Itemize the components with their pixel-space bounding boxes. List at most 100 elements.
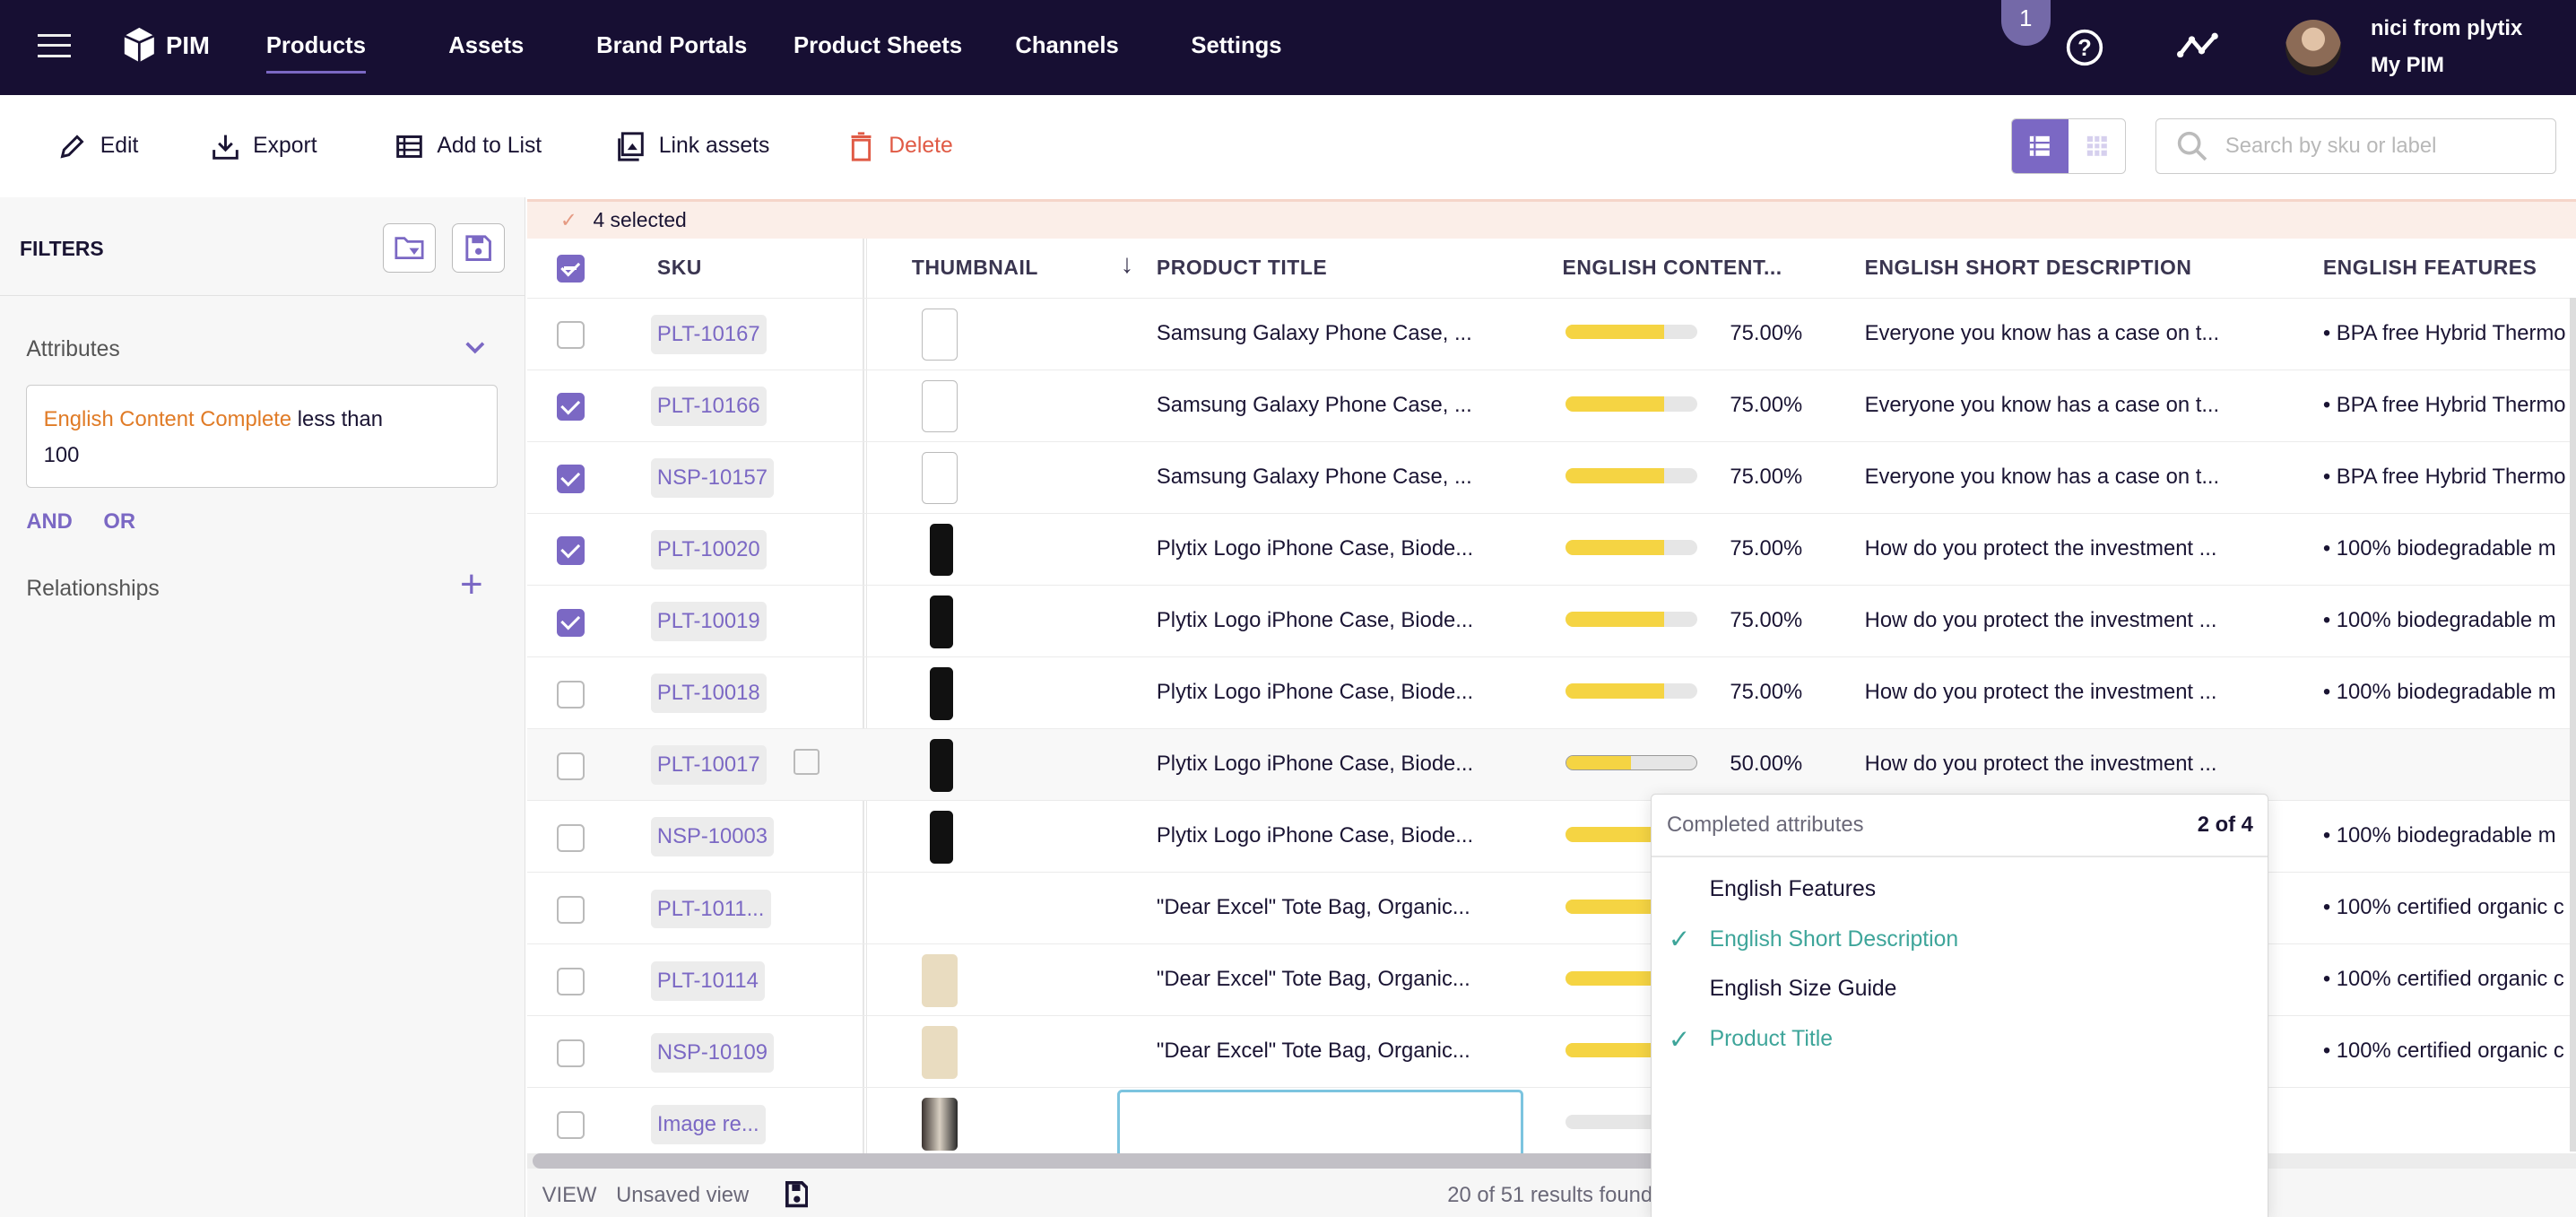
short-description[interactable]: How do you protect the investment ... (1864, 679, 2217, 704)
nav-settings[interactable]: Settings (1191, 32, 1282, 58)
notification-badge[interactable]: 1 (2000, 0, 2051, 47)
row-checkbox[interactable] (557, 465, 585, 493)
content-progress-bar[interactable] (1566, 755, 1697, 770)
or-button[interactable]: OR (103, 509, 136, 534)
product-thumbnail[interactable] (930, 523, 953, 577)
product-title[interactable]: Plytix Logo iPhone Case, Biode... (1156, 679, 1474, 704)
short-description[interactable]: Everyone you know has a case on t... (1864, 320, 2220, 345)
vertical-scrollbar[interactable] (2569, 297, 2576, 1152)
sku-link[interactable]: PLT-10017 (650, 745, 767, 786)
product-title[interactable]: "Dear Excel" Tote Bag, Organic... (1156, 967, 1470, 992)
product-title[interactable]: Plytix Logo iPhone Case, Biode... (1156, 607, 1474, 632)
active-cell-editor[interactable] (1116, 1089, 1523, 1156)
row-checkbox[interactable] (557, 393, 585, 422)
view-name[interactable]: Unsaved view (616, 1183, 750, 1208)
product-title[interactable]: Plytix Logo iPhone Case, Biode... (1156, 752, 1474, 777)
sku-link[interactable]: PLT-10018 (650, 674, 767, 714)
features[interactable]: • BPA free Hybrid Thermo (2322, 464, 2566, 489)
content-progress-bar[interactable] (1566, 324, 1697, 340)
table-row[interactable]: PLT-10114 "Dear Excel" Tote Bag, Organic.… (527, 943, 2576, 1016)
product-title[interactable]: "Dear Excel" Tote Bag, Organic... (1156, 895, 1470, 920)
table-row[interactable]: PLT-1011... "Dear Excel" Tote Bag, Organi… (527, 872, 2576, 944)
content-progress-bar[interactable] (1566, 540, 1697, 555)
sku-link[interactable]: Image re... (650, 1104, 766, 1144)
content-progress-bar[interactable] (1566, 683, 1697, 699)
content-progress-bar[interactable] (1566, 612, 1697, 627)
features[interactable]: • 100% biodegradable m (2322, 823, 2556, 848)
content-progress-bar[interactable] (1566, 468, 1697, 483)
activity-icon[interactable] (2176, 30, 2220, 63)
chevron-down-icon[interactable] (464, 340, 487, 356)
table-row[interactable]: NSP-10157 Samsung Galaxy Phone Case, ... 7… (527, 440, 2576, 514)
product-title[interactable]: Samsung Galaxy Phone Case, ... (1156, 464, 1472, 489)
short-description[interactable]: Everyone you know has a case on t... (1864, 392, 2220, 417)
row-checkbox[interactable] (557, 895, 585, 924)
features[interactable]: • 100% certified organic c (2322, 967, 2564, 992)
row-checkbox[interactable] (557, 680, 585, 708)
sku-link[interactable]: PLT-10167 (650, 314, 767, 354)
add-relationship-icon[interactable]: + (460, 561, 483, 606)
features[interactable]: • 100% certified organic c (2322, 1039, 2564, 1064)
row-checkbox[interactable] (557, 536, 585, 565)
col-thumbnail[interactable]: THUMBNAIL (911, 255, 1038, 279)
product-thumbnail[interactable] (930, 739, 953, 792)
link-assets-button[interactable]: Link assets (616, 131, 769, 161)
features[interactable]: • 100% biodegradable m (2322, 535, 2556, 561)
product-thumbnail[interactable] (921, 1098, 958, 1152)
short-description[interactable]: How do you protect the investment ... (1864, 607, 2217, 632)
table-row[interactable]: PLT-10167 Samsung Galaxy Phone Case, ... 7… (527, 297, 2576, 370)
menu-icon[interactable] (38, 34, 71, 58)
table-row[interactable]: PLT-10020 Plytix Logo iPhone Case, Biode.… (527, 512, 2576, 586)
logo[interactable]: PIM (123, 26, 210, 65)
sku-link[interactable]: NSP-10157 (650, 458, 775, 499)
product-thumbnail[interactable] (921, 379, 958, 433)
user-name[interactable]: nici from plytix (2371, 16, 2523, 41)
col-short-description[interactable]: ENGLISH SHORT DESCRIPTION (1864, 255, 2192, 279)
product-title[interactable]: Samsung Galaxy Phone Case, ... (1156, 392, 1472, 417)
save-filter-button[interactable] (451, 223, 505, 274)
grid-view-button[interactable] (2069, 119, 2125, 173)
account-name[interactable]: My PIM (2371, 52, 2444, 77)
product-thumbnail[interactable] (930, 666, 953, 720)
features[interactable]: • 100% biodegradable m (2322, 607, 2556, 632)
sku-link[interactable]: NSP-10109 (650, 1032, 775, 1073)
sku-link[interactable]: PLT-10020 (650, 530, 767, 570)
short-description[interactable]: Everyone you know has a case on t... (1864, 464, 2220, 489)
sku-link[interactable]: PLT-1011... (650, 889, 771, 929)
col-features[interactable]: ENGLISH FEATURES (2322, 255, 2537, 279)
list-view-button[interactable] (2011, 118, 2069, 174)
help-icon[interactable]: ? (2065, 28, 2104, 67)
features[interactable]: • BPA free Hybrid Thermo (2322, 392, 2566, 417)
add-to-list-button[interactable]: Add to List (395, 132, 542, 161)
row-checkbox[interactable] (557, 1111, 585, 1140)
features[interactable]: • 100% certified organic c (2322, 895, 2564, 920)
product-thumbnail[interactable] (921, 954, 958, 1007)
nav-channels[interactable]: Channels (1015, 32, 1119, 58)
row-checkbox[interactable] (557, 967, 585, 996)
product-title[interactable]: "Dear Excel" Tote Bag, Organic... (1156, 1039, 1470, 1064)
row-checkbox[interactable] (557, 823, 585, 852)
select-all-checkbox[interactable] (557, 254, 585, 283)
table-row[interactable]: Image re... (527, 1087, 2576, 1155)
table-row[interactable]: PLT-10019 Plytix Logo iPhone Case, Biode.… (527, 584, 2576, 657)
and-button[interactable]: AND (26, 509, 73, 534)
features[interactable]: • 100% biodegradable m (2322, 679, 2556, 704)
product-title[interactable]: Plytix Logo iPhone Case, Biode... (1156, 823, 1474, 848)
short-description[interactable]: How do you protect the investment ... (1864, 752, 2217, 777)
nav-brand-portals[interactable]: Brand Portals (596, 32, 748, 58)
table-row[interactable]: NSP-10109 "Dear Excel" Tote Bag, Organic.… (527, 1015, 2576, 1088)
nav-assets[interactable]: Assets (448, 32, 525, 58)
filter-condition[interactable]: English Content Complete less than 100 (26, 384, 499, 489)
sku-link[interactable]: PLT-10166 (650, 387, 767, 426)
search-input[interactable] (2225, 134, 2538, 160)
nav-products[interactable]: Products (265, 32, 366, 74)
table-row[interactable]: PLT-10166 Samsung Galaxy Phone Case, ... 7… (527, 369, 2576, 442)
content-progress-bar[interactable] (1566, 396, 1697, 412)
sku-link[interactable]: PLT-10114 (650, 961, 766, 1001)
horizontal-scrollbar[interactable] (527, 1153, 2576, 1169)
export-button[interactable]: Export (211, 132, 317, 161)
row-checkbox[interactable] (557, 321, 585, 350)
load-filter-button[interactable] (382, 223, 436, 274)
sku-link[interactable]: PLT-10019 (650, 602, 767, 642)
row-checkbox[interactable] (557, 1039, 585, 1068)
